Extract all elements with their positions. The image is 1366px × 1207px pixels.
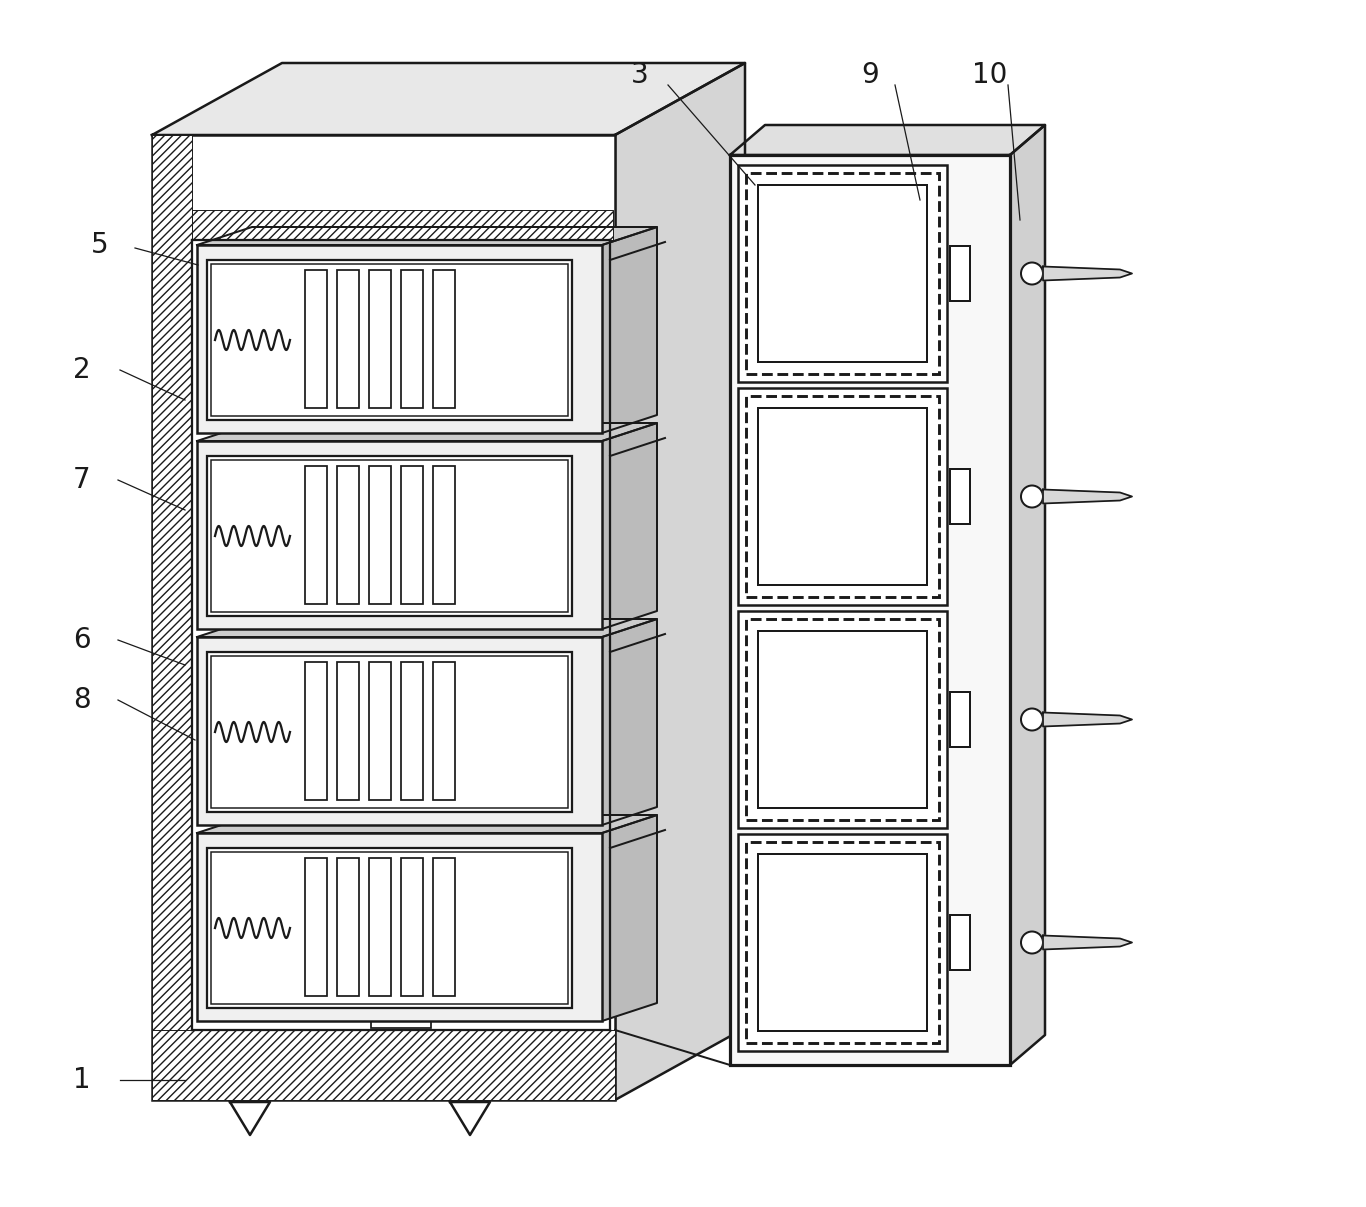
Bar — [738, 611, 947, 828]
Bar — [210, 655, 568, 807]
Bar — [305, 661, 326, 800]
Bar — [402, 858, 423, 996]
Bar — [152, 1030, 615, 1100]
Bar — [758, 185, 928, 362]
Bar — [402, 270, 423, 408]
Bar — [337, 466, 359, 604]
Bar — [305, 858, 326, 996]
Polygon shape — [602, 422, 657, 629]
Polygon shape — [1044, 935, 1132, 950]
Bar — [208, 652, 572, 812]
Text: 8: 8 — [74, 686, 90, 715]
Bar — [197, 637, 602, 826]
Polygon shape — [152, 63, 744, 135]
Bar — [361, 245, 441, 267]
Bar — [337, 661, 359, 800]
Bar — [305, 466, 326, 604]
Circle shape — [1020, 485, 1044, 507]
Bar — [369, 858, 391, 996]
Polygon shape — [197, 619, 657, 637]
Bar — [949, 470, 970, 524]
Bar — [433, 858, 455, 996]
Bar — [758, 408, 928, 585]
Bar — [433, 270, 455, 408]
Text: 2: 2 — [74, 356, 90, 384]
Text: 7: 7 — [74, 466, 90, 494]
Bar — [738, 165, 947, 381]
Bar — [337, 858, 359, 996]
Polygon shape — [1044, 712, 1132, 727]
Bar — [369, 661, 391, 800]
Bar — [746, 842, 938, 1043]
Bar — [433, 466, 455, 604]
Bar — [949, 692, 970, 747]
Bar — [337, 270, 359, 408]
Bar — [746, 619, 938, 820]
Bar — [305, 270, 326, 408]
Bar — [402, 661, 423, 800]
Polygon shape — [602, 619, 657, 826]
Bar — [210, 264, 568, 416]
Text: 3: 3 — [631, 62, 649, 89]
Polygon shape — [602, 227, 657, 433]
Bar — [369, 466, 391, 604]
Polygon shape — [602, 815, 657, 1021]
Bar — [949, 246, 970, 301]
Bar — [402, 466, 423, 604]
Bar — [738, 387, 947, 605]
Polygon shape — [197, 227, 657, 245]
Polygon shape — [615, 63, 744, 1100]
Polygon shape — [1044, 490, 1132, 503]
Bar — [193, 210, 613, 240]
Bar — [372, 1010, 432, 1028]
Circle shape — [1020, 932, 1044, 954]
Bar — [197, 441, 602, 629]
Circle shape — [1020, 262, 1044, 285]
Bar — [208, 456, 572, 616]
Bar — [746, 396, 938, 597]
Bar — [210, 460, 568, 612]
Polygon shape — [449, 1102, 490, 1135]
Bar — [152, 135, 615, 1100]
Bar — [208, 260, 572, 420]
Bar — [949, 915, 970, 970]
Bar — [369, 270, 391, 408]
Circle shape — [1020, 709, 1044, 730]
Bar — [758, 855, 928, 1031]
Bar — [758, 631, 928, 807]
Text: 10: 10 — [973, 62, 1008, 89]
Bar — [208, 849, 572, 1008]
Polygon shape — [229, 1102, 270, 1135]
Bar — [210, 852, 568, 1004]
Bar — [197, 245, 602, 433]
Polygon shape — [197, 422, 657, 441]
Text: 6: 6 — [74, 626, 90, 654]
Text: 1: 1 — [74, 1066, 90, 1094]
Polygon shape — [1044, 267, 1132, 280]
Polygon shape — [729, 126, 1045, 154]
Text: 9: 9 — [861, 62, 878, 89]
Bar — [729, 154, 1009, 1065]
Bar — [738, 834, 947, 1051]
Bar — [152, 135, 193, 1100]
Polygon shape — [1009, 126, 1045, 1065]
Bar — [433, 661, 455, 800]
Bar — [746, 173, 938, 374]
Bar — [197, 833, 602, 1021]
Polygon shape — [197, 815, 657, 833]
Text: 5: 5 — [92, 231, 109, 260]
